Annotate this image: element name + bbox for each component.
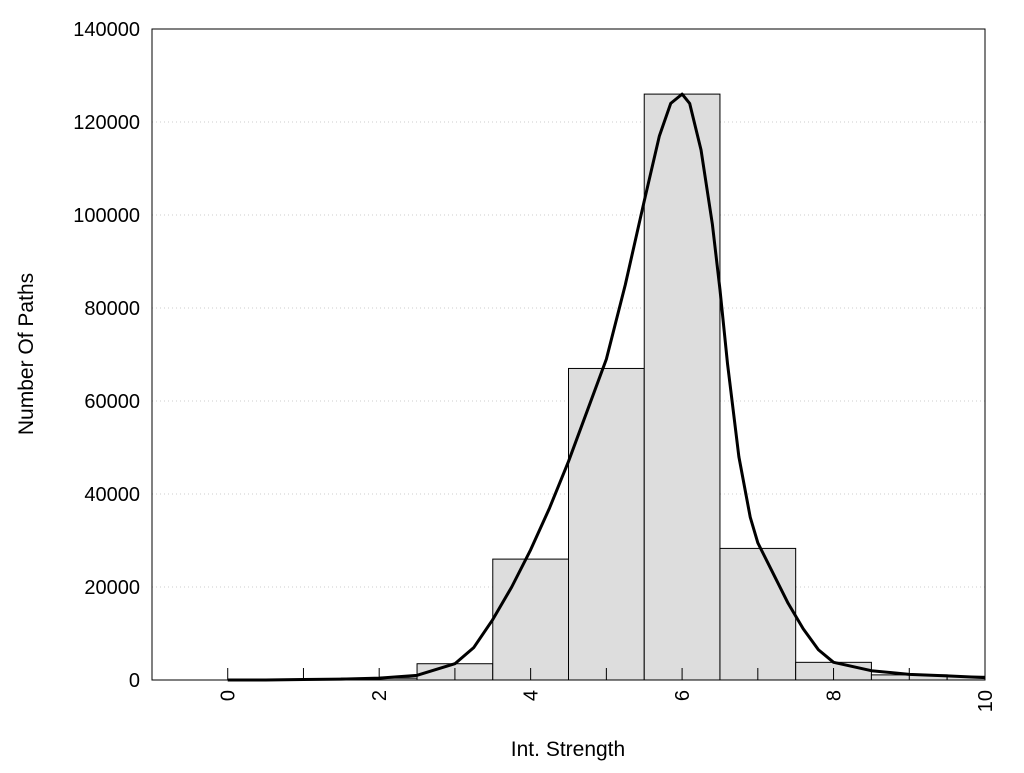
y-tick-label: 120000 <box>73 112 140 134</box>
bars <box>266 94 985 680</box>
y-tick-label: 40000 <box>84 484 140 506</box>
x-tick-label: 4 <box>521 690 543 701</box>
histogram-bar <box>644 94 720 680</box>
histogram-bar <box>569 368 645 680</box>
x-tick-label: 6 <box>672 690 694 701</box>
y-tick-label: 0 <box>129 670 140 692</box>
y-tick-label: 60000 <box>84 391 140 413</box>
x-tick-label: 10 <box>975 690 997 712</box>
y-axis-label: Number Of Paths <box>15 273 38 435</box>
histogram-bar <box>720 548 796 680</box>
x-tick-label: 0 <box>218 690 240 701</box>
y-tick-label: 80000 <box>84 298 140 320</box>
x-axis-label: Int. Strength <box>511 738 625 761</box>
y-tick-label: 20000 <box>84 577 140 599</box>
y-tick-label: 100000 <box>73 205 140 227</box>
x-tick-label: 8 <box>824 690 846 701</box>
y-tick-label: 140000 <box>73 19 140 41</box>
x-tick-label: 2 <box>369 690 391 701</box>
histogram-bar <box>493 559 569 680</box>
